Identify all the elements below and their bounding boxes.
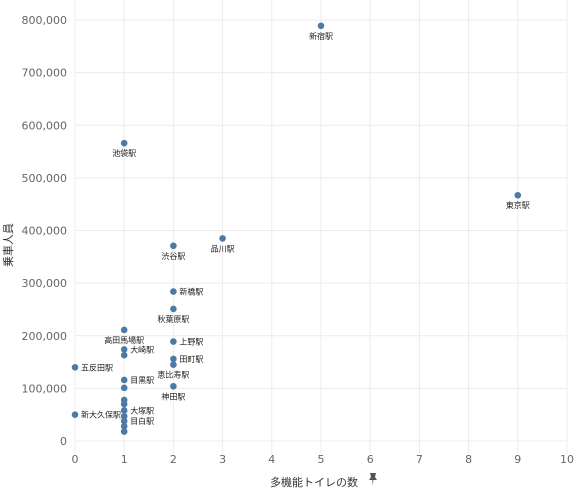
data-point[interactable] (219, 235, 226, 242)
y-axis-ticks: 0 100,000 200,000 300,000 400,000 500,000 600,… (22, 14, 68, 448)
y-tick-label: 700,000 (22, 67, 68, 80)
x-tick-label: 0 (72, 453, 79, 466)
data-point[interactable] (170, 355, 177, 363)
data-point[interactable] (317, 22, 325, 30)
y-tick-label: 100,000 (22, 382, 68, 395)
point-label: 上野駅 (179, 338, 203, 347)
data-point[interactable] (120, 139, 128, 147)
point-label: 渋谷駅 (161, 251, 185, 261)
point-label: 新宿駅 (309, 31, 333, 41)
data-point[interactable] (170, 361, 177, 368)
data-point[interactable] (120, 384, 128, 392)
data-point[interactable] (120, 422, 128, 430)
data-point[interactable] (120, 428, 128, 435)
point-label: 大塚駅 (130, 405, 154, 415)
data-point[interactable] (120, 376, 128, 384)
data-point[interactable] (170, 288, 177, 295)
x-tick-label: 8 (465, 453, 472, 466)
point-label: 秋葉原駅 (157, 314, 189, 324)
point-label: 東京駅 (506, 200, 530, 210)
x-tick-label: 3 (219, 453, 226, 466)
y-tick-label: 800,000 (22, 14, 68, 27)
data-point[interactable] (170, 305, 177, 313)
data-points (71, 22, 522, 435)
data-point[interactable] (71, 411, 79, 418)
point-label: 池袋駅 (112, 148, 136, 158)
data-point[interactable] (120, 407, 128, 414)
x-tick-label: 9 (514, 453, 521, 466)
point-label: 新大久保駅 (81, 410, 121, 420)
y-axis-title: 乗車人員 (1, 223, 15, 267)
y-tick-label: 400,000 (22, 225, 68, 238)
point-label: 神田駅 (161, 391, 185, 401)
x-tick-label: 6 (367, 453, 374, 466)
x-tick-label: 2 (170, 453, 177, 466)
point-label: 目白駅 (130, 416, 154, 426)
point-label: 恵比寿駅 (157, 370, 189, 380)
point-label: 新橋駅 (179, 287, 203, 297)
data-point[interactable] (120, 346, 128, 353)
grid-lines (74, 0, 568, 454)
point-label: 田町駅 (179, 355, 203, 364)
data-point[interactable] (170, 242, 177, 250)
point-label: 五反田駅 (81, 362, 113, 372)
y-tick-label: 600,000 (22, 119, 68, 132)
y-tick-label: 500,000 (22, 172, 68, 185)
x-tick-label: 5 (318, 453, 325, 466)
data-point[interactable] (120, 417, 128, 425)
x-tick-label: 1 (121, 453, 128, 466)
data-point[interactable] (71, 364, 79, 371)
x-axis-title: 多機能トイレの数 (270, 475, 358, 489)
x-tick-label: 7 (416, 453, 423, 466)
pin-icon[interactable] (369, 473, 377, 486)
y-tick-label: 0 (60, 435, 67, 448)
data-point[interactable] (170, 382, 177, 390)
x-tick-label: 4 (268, 453, 275, 466)
data-point[interactable] (120, 326, 128, 334)
point-label: 品川駅 (211, 244, 235, 253)
y-tick-label: 300,000 (22, 277, 68, 290)
data-point[interactable] (170, 338, 177, 345)
data-point[interactable] (514, 191, 522, 199)
data-point[interactable] (120, 412, 128, 420)
point-label: 高田馬場駅 (104, 335, 144, 345)
data-point[interactable] (120, 351, 128, 359)
x-tick-label: 10 (560, 453, 574, 466)
point-label: 目黒駅 (130, 376, 154, 385)
y-tick-label: 200,000 (22, 330, 68, 343)
point-label: 大崎駅 (130, 344, 154, 354)
x-axis-ticks: 0 1 2 3 4 5 6 7 8 9 10 (72, 453, 575, 466)
data-point[interactable] (120, 400, 128, 408)
